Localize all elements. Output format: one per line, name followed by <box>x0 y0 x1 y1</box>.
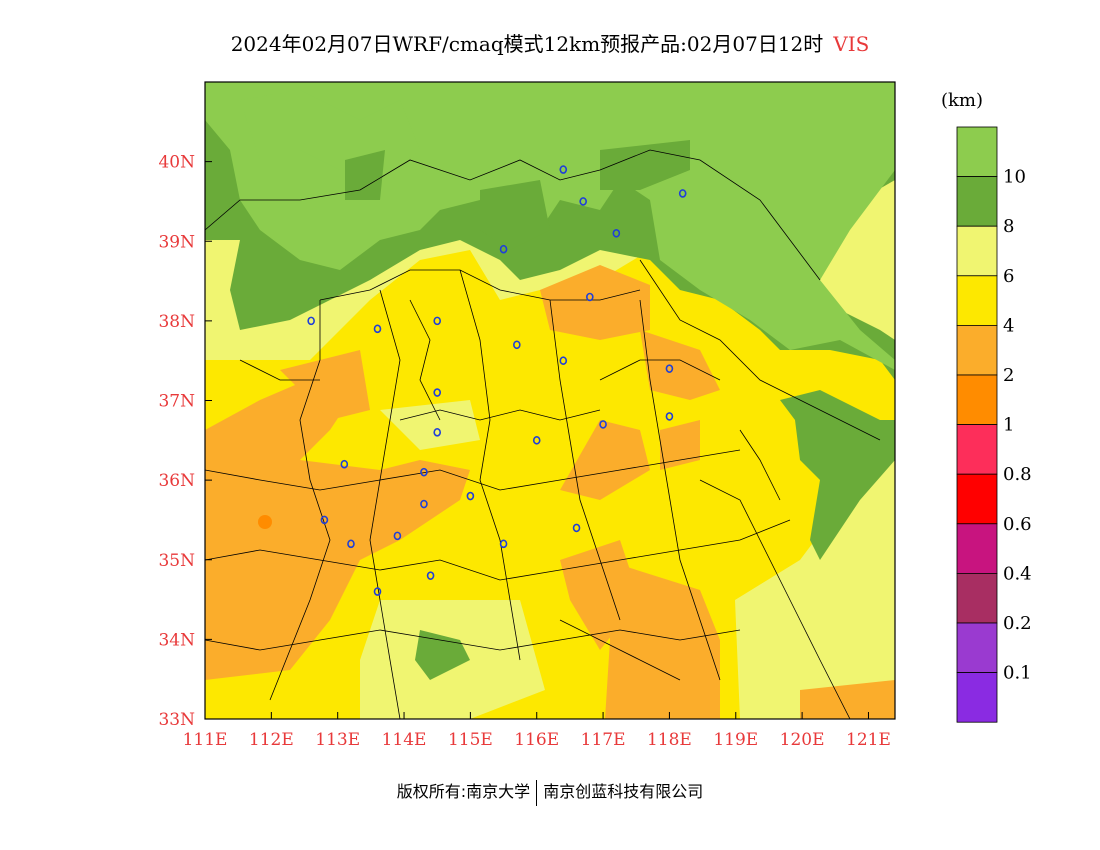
legend-label: 8 <box>1003 216 1014 237</box>
title-variable: VIS <box>833 32 870 56</box>
y-tick-label: 33N <box>158 710 195 730</box>
city-marker <box>612 228 621 238</box>
city-marker <box>433 388 442 397</box>
legend-swatch <box>956 126 998 177</box>
x-tick-label: 115E <box>448 730 493 750</box>
legend-swatch <box>956 324 998 376</box>
city-marker <box>665 364 674 373</box>
y-tick-label: 38N <box>158 312 195 332</box>
copyright-left: 版权所有:南京大学 <box>396 782 531 801</box>
x-tick-label: 116E <box>514 730 559 750</box>
legend-unit: (km) <box>941 90 984 111</box>
city-marker <box>340 459 349 469</box>
color-legend: 10 8 6 4 2 1 0.8 0.6 0.4 0.2 0.1 <box>956 126 1032 723</box>
y-tick-label: 37N <box>158 392 195 412</box>
city-markers <box>307 165 687 596</box>
city-marker <box>532 436 541 445</box>
city-marker <box>665 412 674 421</box>
x-tick-label: 117E <box>581 730 626 750</box>
city-marker <box>572 523 581 533</box>
map-field <box>205 82 895 719</box>
y-tick-label: 34N <box>158 630 195 650</box>
x-tick-label: 114E <box>382 730 427 750</box>
city-marker <box>499 539 508 549</box>
city-marker <box>320 515 329 525</box>
copyright-right: 南京创蓝科技有限公司 <box>543 782 704 801</box>
y-tick-label: 39N <box>158 232 195 252</box>
legend-swatch <box>956 275 998 326</box>
legend-label: 0.8 <box>1003 464 1032 485</box>
city-marker <box>420 499 428 509</box>
city-marker <box>559 356 568 365</box>
city-marker <box>307 316 315 326</box>
y-tick-label: 40N <box>158 153 195 173</box>
legend-swatch <box>956 473 998 525</box>
legend-label: 2 <box>1003 365 1014 386</box>
x-axis: 111E 112E 113E 114E 115E 116E 117E 118E 119E 120E… <box>183 712 891 750</box>
city-marker <box>393 531 402 541</box>
x-tick-label: 112E <box>249 730 294 750</box>
city-marker <box>373 324 382 334</box>
legend-label: 0.2 <box>1003 613 1032 634</box>
legend-swatch <box>956 176 998 227</box>
legend-swatch <box>956 672 998 723</box>
legend-label: 0.1 <box>1003 663 1032 684</box>
city-marker <box>347 539 355 549</box>
city-marker <box>599 420 607 429</box>
city-marker <box>579 197 587 206</box>
city-marker <box>559 165 568 174</box>
city-marker <box>499 244 508 254</box>
city-marker <box>513 340 521 350</box>
x-tick-label: 120E <box>780 730 825 750</box>
footer-separator <box>536 779 538 806</box>
legend-label: 0.6 <box>1003 514 1032 535</box>
city-marker <box>433 316 442 326</box>
city-marker <box>420 467 428 477</box>
legend-swatch <box>956 374 998 425</box>
y-tick-label: 36N <box>158 471 195 491</box>
legend-swatch <box>956 225 998 277</box>
city-marker <box>586 292 594 302</box>
legend-label: 10 <box>1003 167 1026 188</box>
x-tick-label: 111E <box>183 730 228 750</box>
legend-label: 1 <box>1003 415 1014 436</box>
city-marker <box>678 189 687 198</box>
footer: 版权所有:南京大学 南京创蓝科技有限公司 <box>0 778 1100 806</box>
legend-label: 4 <box>1003 315 1014 336</box>
legend-swatch <box>956 573 998 624</box>
city-marker <box>426 571 435 580</box>
x-tick-label: 113E <box>315 730 360 750</box>
chart-title: 2024年02月07日WRF/cmaq模式12km预报产品:02月07日12时 V… <box>0 28 1100 57</box>
legend-swatch <box>956 523 998 574</box>
legend-swatch <box>956 622 998 673</box>
x-tick-label: 121E <box>846 730 891 750</box>
legend-label: 0.4 <box>1003 563 1032 584</box>
y-axis: 40N 39N 38N 37N 36N 35N 34N 33N <box>158 153 212 730</box>
city-marker <box>373 587 382 596</box>
x-tick-label: 118E <box>647 730 692 750</box>
legend-label: 6 <box>1003 266 1014 287</box>
x-tick-label: 119E <box>713 730 758 750</box>
city-marker <box>433 428 442 437</box>
city-marker <box>466 491 475 501</box>
legend-swatch <box>956 424 998 475</box>
y-tick-label: 35N <box>158 551 195 571</box>
title-main: 2024年02月07日WRF/cmaq模式12km预报产品:02月07日12时 <box>230 32 824 56</box>
